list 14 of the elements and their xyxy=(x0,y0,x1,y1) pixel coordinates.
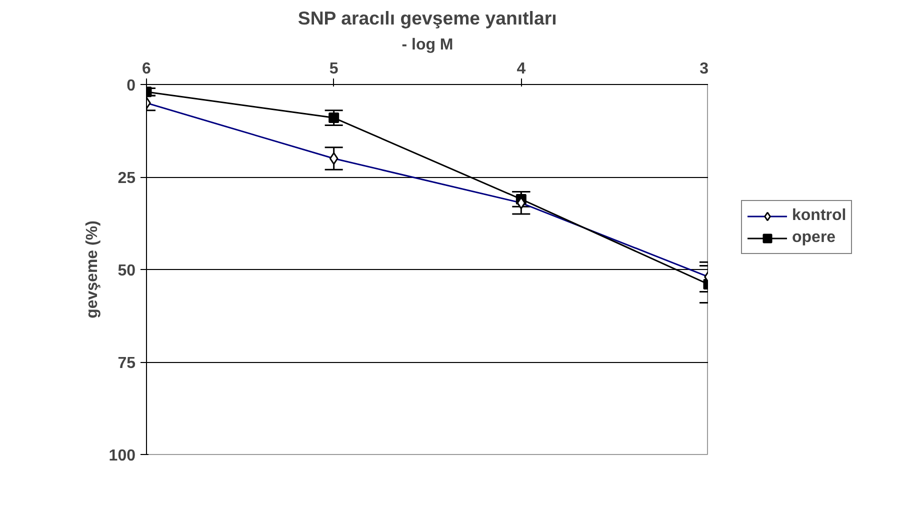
y-tick-label: 75 xyxy=(118,355,136,372)
legend-label: opere xyxy=(792,229,836,247)
x-tick-label: 3 xyxy=(700,60,709,78)
y-tick-label: 25 xyxy=(118,170,136,187)
legend-label: kontrol xyxy=(792,207,846,225)
chart-title: SNP aracılı gevşeme yanıtları xyxy=(298,8,557,28)
y-tick-label: 100 xyxy=(108,448,136,464)
x-tick-label: 4 xyxy=(516,60,526,78)
x-tick-label: 6 xyxy=(142,60,152,78)
x-axis-title: - log M xyxy=(402,36,454,54)
y-tick-label: 0 xyxy=(126,78,136,94)
y-axis-title: gevşeme (%) xyxy=(84,220,101,318)
y-tick-label: 50 xyxy=(118,262,136,280)
x-tick-label: 5 xyxy=(329,60,338,78)
